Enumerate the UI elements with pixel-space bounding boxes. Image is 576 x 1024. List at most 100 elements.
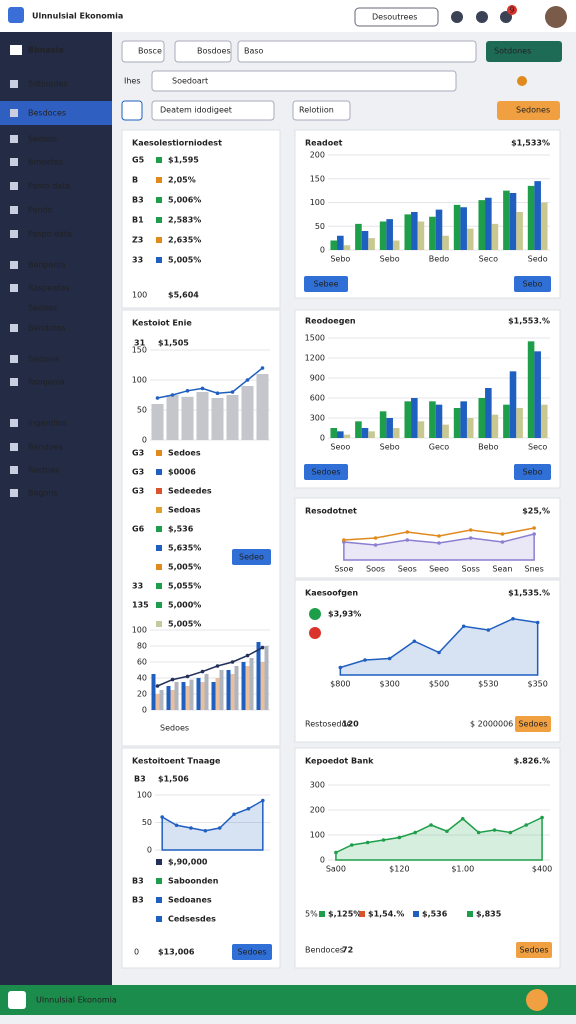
bar bbox=[466, 418, 474, 438]
nav-item[interactable]: Bendoes bbox=[28, 443, 63, 452]
button[interactable] bbox=[304, 276, 348, 292]
point bbox=[245, 378, 250, 382]
select[interactable] bbox=[292, 100, 351, 121]
y-tick-label: 100 bbox=[132, 626, 147, 635]
button[interactable] bbox=[514, 464, 551, 480]
button-text[interactable]: Sedoes bbox=[311, 468, 340, 477]
nav-item[interactable]: Sdtinodes bbox=[28, 80, 68, 89]
nav-item[interactable]: Rsoqenia bbox=[28, 378, 65, 387]
x-tick-label: Bedo bbox=[429, 255, 449, 264]
bar bbox=[404, 214, 412, 250]
legend-code: 5% bbox=[305, 910, 318, 919]
y-tick-label: 0 bbox=[320, 856, 325, 865]
x-tick-label: Ssoe bbox=[334, 565, 353, 574]
action-button[interactable] bbox=[486, 41, 562, 62]
bar bbox=[417, 421, 425, 438]
button[interactable] bbox=[232, 549, 271, 565]
button-text[interactable]: Sebo bbox=[523, 280, 543, 289]
point bbox=[170, 393, 175, 397]
nav-item[interactable]: Besdoces bbox=[28, 109, 66, 118]
row-swatch bbox=[156, 878, 162, 884]
button[interactable] bbox=[514, 276, 551, 292]
line bbox=[157, 367, 263, 399]
row-value: $,536 bbox=[168, 525, 194, 534]
bar bbox=[256, 642, 261, 710]
x-tick-label: Sedo bbox=[528, 255, 548, 264]
bar bbox=[442, 235, 449, 250]
bar bbox=[343, 434, 351, 438]
nav-item[interactable]: Pendo bbox=[28, 206, 53, 215]
icon[interactable] bbox=[451, 11, 463, 23]
point bbox=[170, 677, 175, 682]
select-text: Baso bbox=[244, 47, 264, 56]
button[interactable] bbox=[497, 101, 560, 120]
nav-item[interactable]: Sedoos bbox=[28, 135, 57, 144]
point bbox=[342, 538, 346, 542]
nav-item[interactable]: Restoes bbox=[28, 466, 59, 475]
nav-item[interactable]: Bmoetes bbox=[28, 158, 63, 167]
row-swatch bbox=[156, 507, 162, 513]
x-tick-label: Sebo bbox=[330, 255, 350, 264]
point bbox=[468, 536, 473, 540]
panel bbox=[121, 129, 281, 309]
nav-item[interactable]: Sedoes bbox=[28, 304, 57, 313]
nav-item[interactable]: Raspeatas bbox=[28, 284, 70, 293]
button-text[interactable]: Sedeo bbox=[239, 553, 264, 562]
button[interactable] bbox=[516, 942, 552, 958]
row-swatch bbox=[156, 602, 162, 608]
button-text[interactable]: Sedoes bbox=[237, 948, 266, 957]
footer-action[interactable] bbox=[526, 989, 548, 1011]
legend-value: $,536 bbox=[422, 910, 448, 919]
icon[interactable] bbox=[517, 76, 527, 86]
toggle[interactable] bbox=[121, 100, 143, 121]
button[interactable] bbox=[174, 40, 232, 63]
select[interactable] bbox=[151, 100, 275, 121]
search-box[interactable] bbox=[354, 7, 439, 27]
app-title: Ulnnulsial Ekonomia bbox=[32, 12, 123, 21]
button[interactable] bbox=[304, 464, 348, 480]
point bbox=[260, 366, 265, 370]
button[interactable] bbox=[121, 40, 165, 63]
bar bbox=[478, 200, 486, 250]
nav-item[interactable]: Bendotas bbox=[28, 324, 66, 333]
search-field[interactable] bbox=[151, 70, 457, 92]
legend-swatch bbox=[467, 911, 473, 917]
point bbox=[215, 664, 220, 668]
nav-item[interactable]: Ingendios bbox=[28, 419, 67, 428]
row-value: Sedoas bbox=[168, 506, 201, 515]
y-tick-label: 50 bbox=[315, 222, 325, 231]
nav-item[interactable]: Benpenia bbox=[28, 261, 66, 270]
avatar[interactable] bbox=[545, 6, 567, 28]
y-tick-label: 50 bbox=[142, 818, 152, 827]
point bbox=[261, 798, 265, 803]
x-tick-label: Bebo bbox=[478, 443, 498, 452]
x-tick-label: Sa00 bbox=[326, 865, 346, 874]
point bbox=[200, 669, 205, 674]
icon[interactable] bbox=[476, 11, 488, 23]
button-text[interactable]: Sedoes bbox=[519, 946, 548, 955]
button-text[interactable]: Sedoes bbox=[518, 720, 547, 729]
bar bbox=[404, 401, 412, 438]
point bbox=[460, 816, 465, 821]
nav-item[interactable]: Bagons bbox=[28, 489, 58, 498]
indicator bbox=[309, 608, 321, 620]
nav-icon bbox=[10, 80, 18, 88]
row-value: Sedoes bbox=[168, 449, 201, 458]
legend-value: $,125% bbox=[328, 910, 361, 919]
row-code: B1 bbox=[132, 216, 144, 225]
bar bbox=[245, 666, 250, 710]
button-text[interactable]: Sebo bbox=[523, 468, 543, 477]
bar bbox=[189, 679, 194, 710]
point bbox=[532, 526, 536, 530]
button[interactable] bbox=[232, 944, 272, 960]
point bbox=[260, 645, 265, 650]
nav-icon bbox=[10, 206, 18, 214]
point bbox=[412, 639, 417, 644]
row-code: G3 bbox=[132, 468, 144, 477]
button[interactable] bbox=[515, 716, 551, 732]
button-text[interactable]: Sebee bbox=[314, 280, 339, 289]
nav-item[interactable]: Sedosia bbox=[28, 355, 59, 364]
nav-item[interactable]: Paspo data bbox=[28, 230, 72, 239]
nav-item[interactable]: Pasto data bbox=[28, 182, 70, 191]
select[interactable] bbox=[237, 40, 477, 63]
